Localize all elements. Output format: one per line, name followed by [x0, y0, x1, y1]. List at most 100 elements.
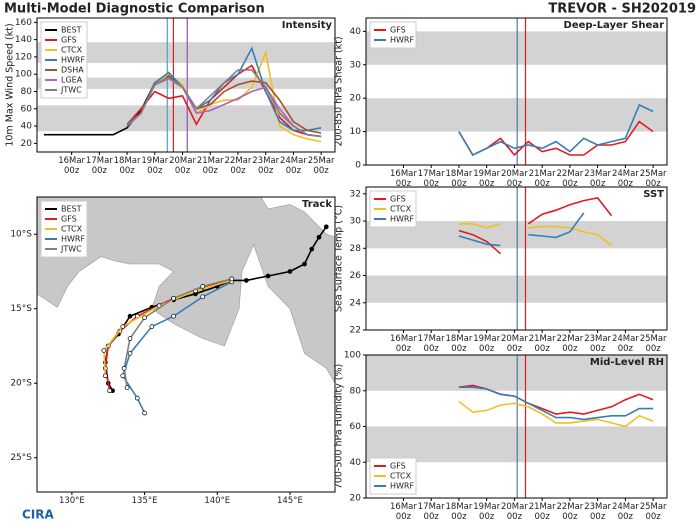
panel-title: Intensity	[282, 20, 333, 31]
legend-label: JTWC	[60, 245, 82, 254]
band	[366, 98, 667, 132]
x-tick-label: 16Mar 00z	[390, 169, 417, 189]
y-tick-label: 40	[21, 122, 33, 132]
y-tick-label: 15°S	[10, 304, 32, 314]
x-tick-label: 17Mar 00z	[85, 156, 113, 176]
y-tick-label: 25°S	[10, 453, 32, 463]
frame	[365, 186, 668, 331]
legend-label: HWRF	[390, 215, 414, 224]
x-tick-label: 25Mar 00z	[639, 502, 667, 522]
y-tick-label: 10	[350, 127, 362, 137]
legend-label: CTCX	[390, 205, 412, 214]
track-point	[200, 294, 206, 300]
land	[37, 243, 335, 492]
legend-label: BEST	[61, 205, 82, 214]
series-line	[458, 103, 654, 157]
y-tick-label: 140	[15, 35, 32, 45]
x-tick-label: 22Mar 00z	[556, 334, 584, 354]
track-point	[101, 348, 107, 353]
panel-title: Mid-Level RH	[590, 357, 664, 368]
track-point	[316, 234, 322, 240]
storm-id: TREVOR - SH202019	[548, 2, 696, 17]
y-tick-label: 80	[21, 87, 33, 97]
track-point	[120, 373, 126, 379]
x-tick-label: 20Mar 00z	[500, 169, 528, 189]
x-tick-label: 19Mar 00z	[141, 156, 169, 176]
x-tick-label: 23Mar 00z	[584, 169, 612, 189]
series-line	[458, 223, 612, 247]
y-tick-label: 30	[350, 60, 362, 70]
x-tick-label: 22Mar 00z	[556, 169, 584, 189]
legend-label: GFS	[390, 195, 406, 204]
series-line	[126, 64, 322, 138]
y-tick-label: 20°S	[10, 379, 32, 389]
y-axis-label: Sea Surface Temp (°C)	[334, 205, 345, 312]
logo: CIRA	[22, 508, 55, 522]
track-point	[142, 315, 147, 321]
x-tick-label: 22Mar 00z	[224, 156, 252, 176]
legend-label: HWRF	[61, 56, 85, 65]
y-tick-label: 100	[344, 351, 361, 361]
x-tick-label: 21Mar 00z	[528, 334, 556, 354]
track-point	[171, 313, 176, 319]
x-tick-label: 16Mar 00z	[390, 502, 417, 522]
legend-label: CTCX	[61, 46, 83, 55]
legend-label: CTCX	[61, 225, 83, 234]
track-point	[149, 324, 155, 329]
x-tick-label: 140°E	[204, 496, 231, 506]
y-tick-label: 40	[350, 458, 362, 468]
track-point	[107, 388, 113, 394]
track-point	[120, 324, 126, 329]
y-tick-label: 30	[350, 217, 362, 227]
y-axis-label: 200-850 hPa Shear (kt)	[334, 36, 345, 146]
track-point	[200, 284, 206, 289]
y-tick-label: 28	[350, 244, 362, 254]
track-point	[229, 276, 235, 282]
panel: 20 40 60 80 100 Mid-Level RH 700-500 hPa Humid…	[334, 351, 668, 504]
track-point	[302, 261, 307, 267]
x-tick-label: 21Mar 00z	[196, 156, 224, 176]
legend-label: GFS	[61, 215, 77, 224]
x-tick-label: 20Mar 00z	[169, 156, 196, 176]
x-tick-label: 16Mar 00z	[58, 156, 86, 176]
legend-label: GFS	[390, 26, 406, 35]
x-tick-label: 23Mar 00z	[584, 334, 612, 354]
x-tick-label: 19Mar 00z	[473, 334, 501, 354]
legend-label: HWRF	[390, 482, 414, 491]
series-line	[458, 400, 654, 428]
panel-title: SST	[643, 189, 664, 200]
x-tick-label: 20Mar 00z	[500, 502, 528, 522]
x-tick-label: 23Mar 00z	[584, 502, 612, 522]
track-point	[309, 246, 315, 252]
y-tick-label: 20	[350, 94, 362, 104]
y-tick-label: 0	[355, 161, 361, 171]
x-tick-label: 17Mar 00z	[417, 334, 445, 354]
legend-label: HWRF	[390, 36, 414, 45]
legend-label: LGEA	[61, 76, 83, 85]
x-tick-label: 130°E	[58, 496, 85, 506]
x-tick-label: 24Mar 00z	[279, 156, 307, 176]
band	[366, 275, 667, 303]
panel: 20 40 60 80 100 120 140 160 Intensity 10m Max Win…	[5, 17, 336, 155]
y-tick-label: 60	[21, 104, 33, 114]
series-line	[458, 197, 613, 255]
x-tick-label: 21Mar 00z	[528, 502, 556, 522]
y-tick-label: 120	[15, 52, 32, 62]
x-tick-label: 22Mar 00z	[556, 502, 584, 522]
track-point	[124, 385, 130, 391]
x-tick-label: 18Mar 00z	[445, 334, 473, 354]
track-point	[287, 269, 293, 274]
y-tick-label: 24	[350, 298, 362, 308]
legend-label: DSHA	[61, 66, 84, 75]
x-tick-label: 18Mar 00z	[113, 156, 141, 176]
band	[366, 355, 667, 391]
track-point	[323, 224, 329, 230]
band	[366, 426, 667, 463]
frame	[36, 196, 336, 493]
legend-label: HWRF	[61, 235, 85, 244]
x-tick-label: 17Mar 00z	[417, 502, 445, 522]
x-tick-label: 135°E	[131, 496, 158, 506]
